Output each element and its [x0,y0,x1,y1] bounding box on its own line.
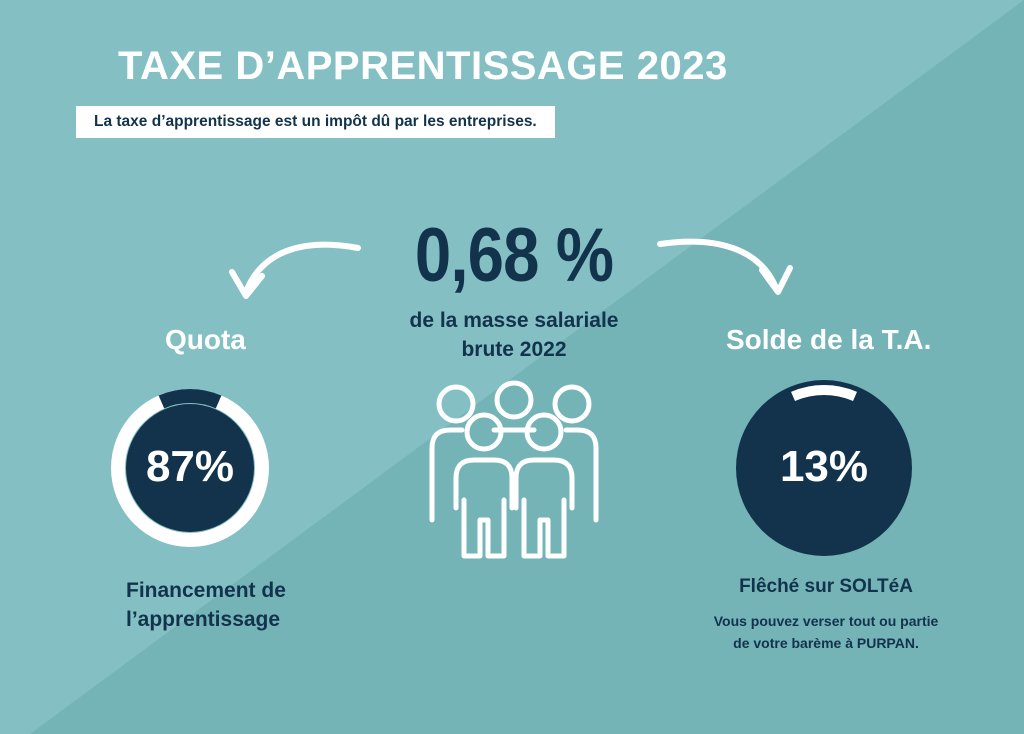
percent-description: de la masse salariale brute 2022 [374,306,654,364]
solde-value: 13% [779,442,869,491]
quota-caption-line-1: Financement de [126,579,286,602]
solde-caption-line-1: Vous pouvez verser tout ou partie [713,613,939,629]
quota-value: 87% [145,442,235,491]
solde-ring-arc [741,385,907,551]
solde-caption-line-2: de votre barème à PURPAN. [733,635,919,651]
quota-title: Quota [165,324,246,355]
solde-caption-title: Flêché sur SOLTéA [739,576,913,597]
solde-caption: Vous pouvez verser tout ou partie de vot… [690,610,962,654]
quota-caption-line-2: l’apprentissage [126,608,281,631]
solde-title: Solde de la T.A. [726,324,932,355]
description-line-1: de la masse salariale [409,309,619,332]
solde-inner-circle [736,380,912,556]
page-title: TAXE D’APPRENTISSAGE 2023 [118,44,728,88]
percent-value: 0,68 % [414,213,614,298]
quota-inner-circle [126,404,254,532]
description-line-2: brute 2022 [461,338,567,361]
subtitle-banner: La taxe d’apprentissage est un impôt dû … [76,106,555,138]
quota-caption: Financement de l’apprentissage [126,576,286,634]
quota-ring-gap [111,389,269,547]
